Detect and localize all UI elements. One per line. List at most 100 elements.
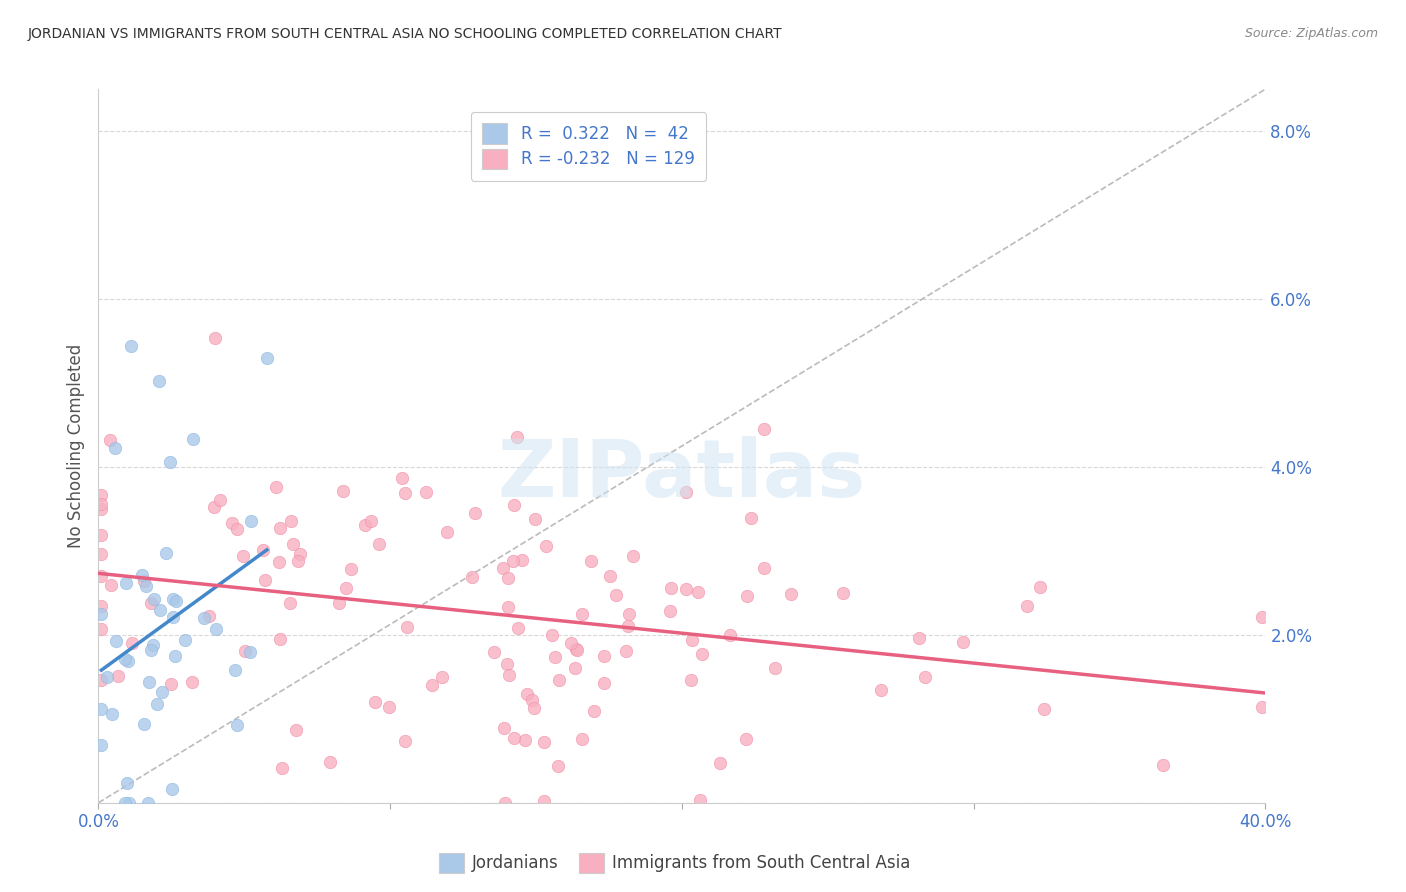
Point	[735, 589, 758, 603]
Point	[264, 479, 287, 493]
Point	[104, 441, 127, 455]
Point	[599, 569, 621, 583]
Point	[520, 693, 543, 707]
Point	[515, 732, 537, 747]
Point	[335, 582, 357, 596]
Point	[1152, 757, 1174, 772]
Point	[718, 628, 741, 642]
Point	[832, 586, 855, 600]
Point	[232, 549, 254, 563]
Point	[256, 351, 278, 365]
Point	[138, 674, 160, 689]
Point	[198, 609, 221, 624]
Point	[284, 723, 307, 737]
Point	[593, 676, 616, 690]
Point	[681, 632, 703, 647]
Point	[90, 738, 112, 752]
Point	[689, 793, 711, 807]
Point	[252, 543, 274, 558]
Point	[225, 523, 247, 537]
Point	[533, 735, 555, 749]
Point	[143, 592, 166, 607]
Point	[239, 645, 262, 659]
Point	[1015, 599, 1038, 613]
Point	[396, 619, 419, 633]
Point	[523, 701, 546, 715]
Point	[502, 554, 524, 568]
Point	[135, 579, 157, 593]
Point	[1029, 580, 1052, 594]
Point	[508, 621, 530, 635]
Point	[496, 599, 519, 614]
Point	[914, 670, 936, 684]
Y-axis label: No Schooling Completed: No Schooling Completed	[66, 344, 84, 548]
Point	[617, 619, 640, 633]
Text: JORDANIAN VS IMMIGRANTS FROM SOUTH CENTRAL ASIA NO SCHOOLING COMPLETED CORRELATI: JORDANIAN VS IMMIGRANTS FROM SOUTH CENTR…	[28, 27, 783, 41]
Point	[104, 633, 127, 648]
Point	[278, 595, 301, 609]
Point	[98, 433, 121, 447]
Point	[494, 796, 516, 810]
Point	[1251, 699, 1274, 714]
Point	[582, 704, 605, 718]
Point	[1251, 610, 1274, 624]
Point	[180, 675, 202, 690]
Point	[690, 647, 713, 661]
Point	[482, 645, 505, 659]
Point	[267, 556, 290, 570]
Point	[90, 547, 112, 561]
Point	[118, 796, 141, 810]
Point	[752, 422, 775, 436]
Point	[163, 649, 186, 664]
Point	[165, 593, 187, 607]
Point	[952, 634, 974, 648]
Point	[579, 553, 602, 567]
Point	[506, 429, 529, 443]
Point	[340, 562, 363, 576]
Point	[364, 695, 387, 709]
Point	[735, 731, 758, 746]
Point	[560, 635, 582, 649]
Point	[142, 638, 165, 652]
Point	[134, 717, 156, 731]
Point	[96, 670, 118, 684]
Point	[141, 643, 163, 657]
Point	[354, 517, 377, 532]
Point	[492, 721, 515, 735]
Point	[368, 537, 391, 551]
Point	[461, 569, 484, 583]
Point	[564, 661, 586, 675]
Point	[709, 756, 731, 771]
Point	[495, 657, 517, 671]
Point	[148, 374, 170, 388]
Point	[675, 485, 697, 500]
Point	[115, 576, 138, 591]
Point	[90, 622, 112, 636]
Point	[621, 549, 644, 564]
Point	[160, 677, 183, 691]
Point	[146, 697, 169, 711]
Point	[150, 684, 173, 698]
Point	[534, 539, 557, 553]
Point	[681, 673, 703, 688]
Point	[139, 596, 162, 610]
Text: ZIPatlas: ZIPatlas	[498, 435, 866, 514]
Point	[280, 515, 302, 529]
Point	[281, 537, 304, 551]
Point	[149, 603, 172, 617]
Point	[565, 643, 588, 657]
Point	[117, 654, 139, 668]
Point	[740, 511, 762, 525]
Point	[516, 687, 538, 701]
Point	[224, 663, 246, 677]
Point	[907, 631, 929, 645]
Point	[240, 514, 263, 528]
Point	[183, 432, 205, 446]
Point	[605, 588, 627, 602]
Point	[209, 492, 232, 507]
Point	[202, 500, 225, 514]
Point	[436, 525, 458, 540]
Point	[394, 485, 416, 500]
Point	[332, 483, 354, 498]
Point	[571, 731, 593, 746]
